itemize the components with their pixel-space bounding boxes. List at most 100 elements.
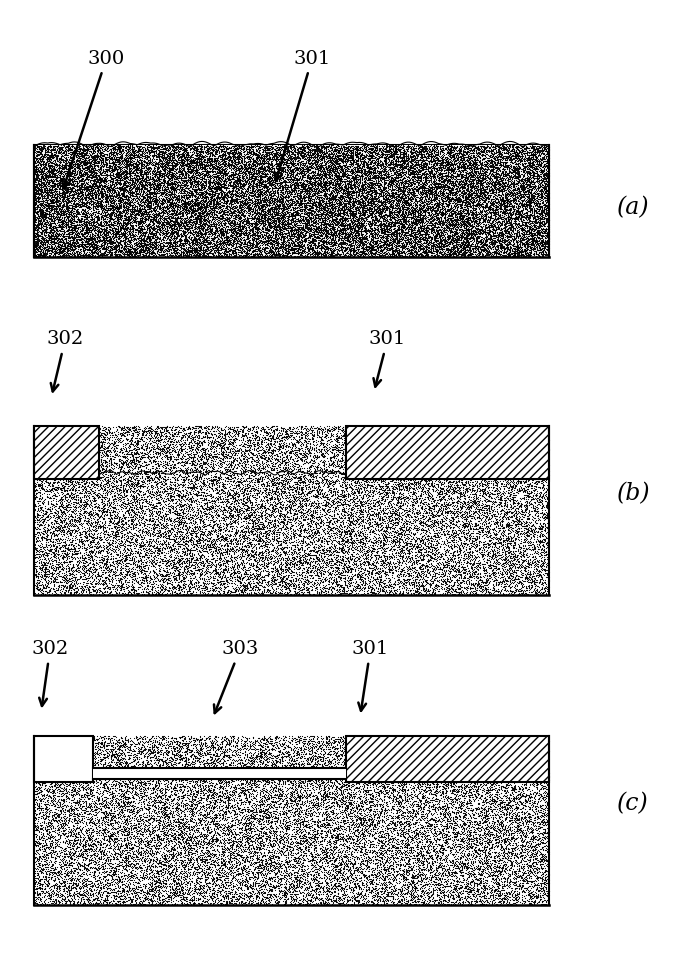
Point [140,228,151,244]
Point [362,147,372,163]
Point [381,249,392,264]
Point [244,226,255,241]
Point [259,424,270,439]
Point [397,805,407,821]
Point [375,510,386,526]
Point [158,426,169,441]
Point [499,497,510,512]
Point [382,218,393,233]
Point [447,173,458,189]
Point [329,228,340,244]
Point [176,227,187,243]
Point [265,807,276,823]
Point [522,248,533,263]
Point [375,502,386,518]
Point [241,861,252,876]
Point [347,430,358,445]
Point [323,815,334,831]
Point [535,423,546,439]
Point [240,213,251,228]
Point [365,546,376,561]
Point [120,850,131,865]
Point [254,825,265,840]
Point [219,179,230,195]
Point [113,882,123,897]
Point [383,242,394,257]
Point [320,244,331,259]
Point [219,217,230,232]
Point [338,183,349,198]
Point [178,143,189,159]
Point [56,506,67,522]
Point [272,758,283,773]
Point [35,820,46,835]
Point [143,245,154,260]
Point [318,815,329,831]
Point [370,248,381,263]
Point [109,141,120,157]
Point [31,152,42,167]
Point [397,741,407,757]
Point [291,469,302,485]
Point [196,895,207,911]
Point [425,234,436,250]
Point [180,526,191,541]
Point [255,830,266,845]
Point [245,229,256,245]
Point [397,455,408,470]
Point [370,515,381,530]
Point [254,160,265,175]
Point [238,197,249,213]
Point [509,559,520,574]
Point [106,743,117,759]
Point [513,781,524,797]
Point [366,139,377,155]
Point [357,532,368,548]
Point [298,733,309,748]
Point [131,438,142,453]
Point [376,546,387,561]
Point [202,882,213,897]
Point [202,488,213,503]
Point [466,810,477,826]
Point [241,510,252,526]
Point [197,507,208,523]
Point [400,221,411,236]
Point [508,224,519,239]
Point [49,466,60,481]
Point [210,521,221,536]
Point [287,190,298,205]
Point [517,503,528,519]
Point [324,181,335,197]
Point [109,446,120,462]
Point [236,794,247,809]
Point [408,162,419,177]
Point [52,153,63,168]
Point [286,184,297,199]
Point [386,801,397,816]
Point [261,197,272,213]
Point [64,218,75,233]
Point [447,859,458,874]
Point [219,227,230,242]
Point [216,225,227,240]
Point [469,194,480,209]
Point [228,490,239,505]
Point [38,204,49,220]
Point [164,190,175,205]
Point [436,142,447,158]
Point [93,860,104,875]
Point [279,508,289,524]
Point [237,867,248,883]
Point [318,533,329,549]
Point [448,526,459,541]
Point [399,824,410,839]
Point [53,565,64,581]
Point [241,483,252,499]
Point [525,773,536,789]
Point [32,200,43,216]
Point [189,231,200,247]
Point [106,187,117,202]
Point [289,511,300,527]
Point [359,435,370,450]
